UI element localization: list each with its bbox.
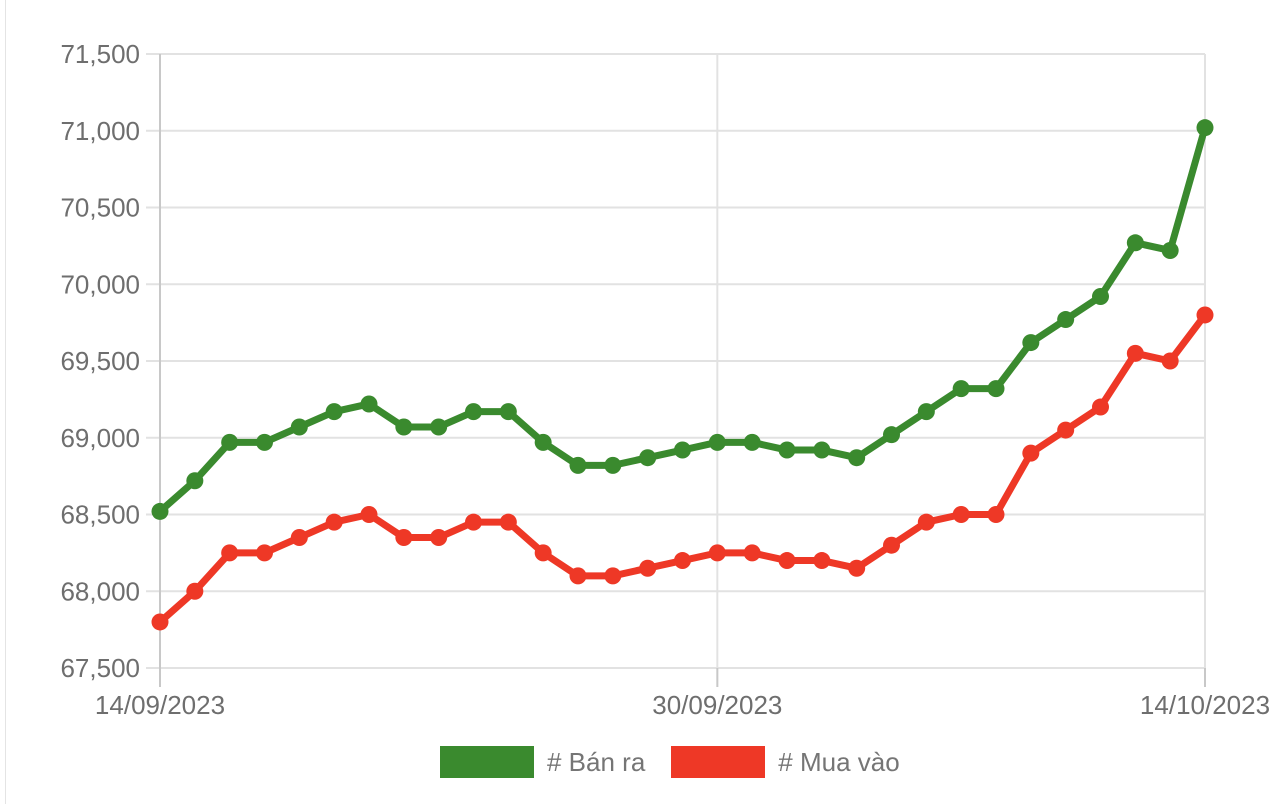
data-point-mua-vao-20 <box>848 559 866 577</box>
y-axis-label: 70,000 <box>60 269 140 299</box>
data-point-mua-vao-15 <box>674 552 691 570</box>
data-point-ban-ra-23 <box>952 380 970 398</box>
y-axis-label: 69,500 <box>60 346 140 376</box>
y-axis-label: 71,000 <box>60 116 140 146</box>
data-point-mua-vao-7 <box>395 529 413 547</box>
data-point-mua-vao-8 <box>430 529 448 547</box>
legend-label-ban-ra: # Bán ra <box>547 747 646 777</box>
data-point-ban-ra-29 <box>1161 241 1179 259</box>
data-point-ban-ra-6 <box>360 395 378 413</box>
data-point-ban-ra-22 <box>917 403 935 421</box>
data-point-mua-vao-25 <box>1022 444 1040 462</box>
data-point-mua-vao-22 <box>917 513 935 531</box>
data-point-mua-vao-26 <box>1057 421 1075 439</box>
legend-swatch-ban-ra <box>440 746 534 778</box>
chart-legend: # Bán ra # Mua vào <box>440 746 900 778</box>
data-point-mua-vao-6 <box>360 506 378 523</box>
data-point-mua-vao-30 <box>1196 306 1214 324</box>
data-point-mua-vao-9 <box>465 513 482 531</box>
legend-item-ban-ra[interactable]: # Bán ra <box>440 746 645 778</box>
data-point-mua-vao-0 <box>151 613 169 631</box>
x-axis-label: 14/10/2023 <box>1140 690 1270 720</box>
data-point-ban-ra-8 <box>430 418 448 436</box>
y-axis-label: 71,500 <box>60 39 140 69</box>
data-point-mua-vao-18 <box>778 552 796 570</box>
legend-label-mua-vao: # Mua vào <box>778 747 900 777</box>
data-point-mua-vao-3 <box>256 544 273 562</box>
data-point-ban-ra-30 <box>1196 119 1214 137</box>
data-point-mua-vao-13 <box>604 567 622 585</box>
data-point-ban-ra-11 <box>534 433 552 451</box>
data-point-ban-ra-3 <box>256 433 273 451</box>
y-axis-label: 67,500 <box>60 653 140 683</box>
data-point-ban-ra-16 <box>708 433 726 451</box>
data-point-ban-ra-12 <box>569 456 587 474</box>
data-point-mua-vao-10 <box>499 513 517 531</box>
y-axis-label: 68,500 <box>60 500 140 530</box>
data-point-ban-ra-2 <box>221 433 239 451</box>
data-point-ban-ra-1 <box>186 472 204 490</box>
data-point-mua-vao-28 <box>1126 344 1144 362</box>
data-point-mua-vao-1 <box>186 582 204 600</box>
data-point-ban-ra-28 <box>1126 234 1144 252</box>
data-point-mua-vao-24 <box>987 506 1005 523</box>
data-point-mua-vao-5 <box>325 513 343 531</box>
data-point-mua-vao-11 <box>534 544 552 562</box>
data-point-ban-ra-5 <box>325 403 343 421</box>
data-point-mua-vao-4 <box>290 529 308 547</box>
data-point-ban-ra-7 <box>395 418 413 436</box>
data-point-ban-ra-26 <box>1057 311 1075 329</box>
data-point-ban-ra-4 <box>290 418 308 436</box>
y-axis-label: 68,000 <box>60 576 140 606</box>
data-point-mua-vao-21 <box>883 536 900 554</box>
data-point-ban-ra-25 <box>1022 334 1040 352</box>
data-point-ban-ra-10 <box>499 403 517 421</box>
y-axis-label: 69,000 <box>60 423 140 453</box>
data-point-mua-vao-2 <box>221 544 239 562</box>
data-point-mua-vao-19 <box>813 552 831 570</box>
page-left-border <box>5 0 6 804</box>
data-point-mua-vao-27 <box>1092 398 1109 416</box>
gold-price-line-chart: 71,500 71,000 70,500 70,000 69,500 69,000 68,5… <box>60 39 1270 720</box>
data-point-mua-vao-23 <box>952 506 970 523</box>
data-point-ban-ra-0 <box>151 502 169 520</box>
data-point-mua-vao-29 <box>1161 352 1179 370</box>
data-point-ban-ra-18 <box>778 441 796 459</box>
data-point-mua-vao-17 <box>743 544 761 562</box>
data-point-ban-ra-15 <box>674 441 691 459</box>
x-axis-label: 30/09/2023 <box>652 690 782 720</box>
data-point-ban-ra-20 <box>848 449 866 467</box>
data-point-ban-ra-21 <box>883 426 900 444</box>
data-point-mua-vao-16 <box>708 544 726 562</box>
data-point-ban-ra-14 <box>639 449 657 467</box>
y-axis-label: 70,500 <box>60 193 140 223</box>
data-point-ban-ra-13 <box>604 456 622 474</box>
data-point-ban-ra-19 <box>813 441 831 459</box>
x-axis-label: 14/09/2023 <box>95 690 225 720</box>
legend-item-mua-vao[interactable]: # Mua vào <box>671 746 900 778</box>
data-point-ban-ra-17 <box>743 433 761 451</box>
data-point-ban-ra-9 <box>465 403 482 421</box>
legend-swatch-mua-vao <box>671 746 766 778</box>
data-point-ban-ra-27 <box>1092 288 1109 306</box>
data-point-ban-ra-24 <box>987 380 1005 398</box>
data-point-mua-vao-12 <box>569 567 587 585</box>
data-point-mua-vao-14 <box>639 559 657 577</box>
